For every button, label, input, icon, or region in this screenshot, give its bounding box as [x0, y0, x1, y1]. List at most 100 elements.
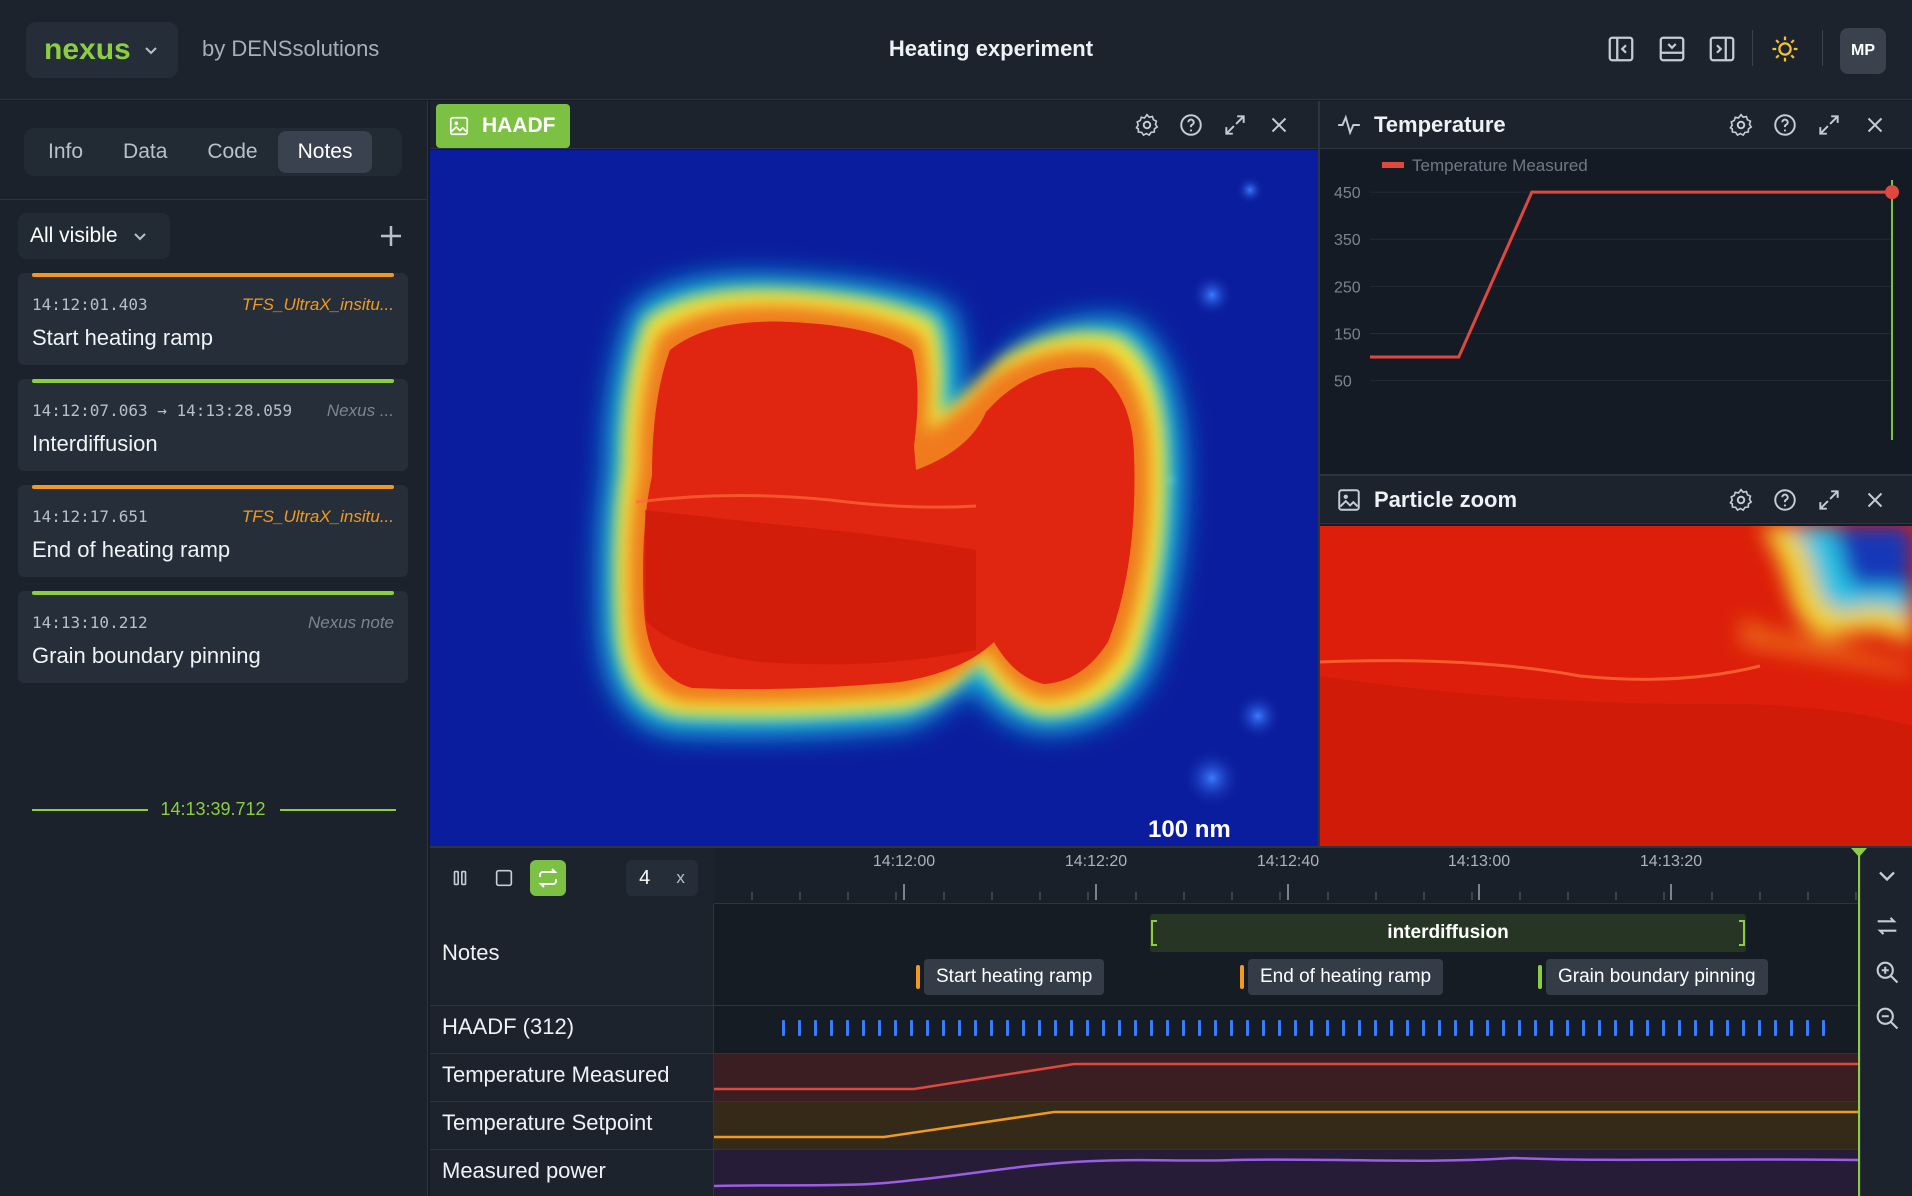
frame-marker: [1310, 1020, 1313, 1036]
note-color-bar: [32, 273, 394, 277]
frame-marker: [1662, 1020, 1665, 1036]
toggle-left-panel-icon[interactable]: [1606, 34, 1636, 64]
interval-interdiffusion[interactable]: interdiffusion: [1150, 914, 1746, 952]
divider: [1752, 30, 1753, 66]
add-note-icon[interactable]: [376, 221, 406, 251]
frame-marker: [958, 1020, 961, 1036]
note-color-bar: [32, 379, 394, 383]
frame-marker: [1006, 1020, 1009, 1036]
note-item[interactable]: 14:13:10.212 Nexus note Grain boundary p…: [18, 591, 408, 683]
tab-code[interactable]: Code: [207, 140, 258, 163]
playback-speed-input[interactable]: 4 x: [626, 860, 698, 896]
swap-icon[interactable]: [1873, 912, 1901, 940]
tick-label: 14:13:20: [1640, 853, 1702, 870]
tick-label: 14:12:00: [873, 853, 935, 870]
frame-marker: [1294, 1020, 1297, 1036]
sidebar: Info Data Code Notes All visible 14:12:0…: [0, 101, 428, 1196]
frame-marker: [1182, 1020, 1185, 1036]
frame-marker: [1086, 1020, 1089, 1036]
note-color-bar: [32, 591, 394, 595]
frame-marker: [1070, 1020, 1073, 1036]
note-title: Start heating ramp: [32, 325, 213, 350]
tick-label: 14:12:20: [1065, 853, 1127, 870]
settings-icon[interactable]: [1728, 112, 1754, 138]
tab-data[interactable]: Data: [123, 140, 168, 163]
note-source: TFS_UltraX_insitu...: [241, 507, 394, 526]
note-item[interactable]: 14:12:17.651 TFS_UltraX_insitu... End of…: [18, 485, 408, 577]
track-band: [714, 1150, 1860, 1196]
zoom-in-icon[interactable]: [1873, 958, 1901, 986]
loop-toggle[interactable]: [530, 860, 566, 896]
scale-bar-label: 100 nm: [1148, 816, 1231, 843]
frame-marker: [1038, 1020, 1041, 1036]
particle-zoom-image[interactable]: [1320, 526, 1912, 846]
visibility-filter-dropdown[interactable]: All visible: [18, 213, 170, 259]
panel-divider: [1320, 474, 1912, 476]
close-icon[interactable]: [1266, 112, 1292, 138]
close-icon[interactable]: [1862, 487, 1888, 513]
frame-marker: [846, 1020, 849, 1036]
page-title: Heating experiment: [888, 36, 1094, 61]
settings-icon[interactable]: [1134, 112, 1160, 138]
timeline-tracks[interactable]: [714, 904, 1860, 1196]
frame-marker: [1742, 1020, 1745, 1036]
note-chip-grain-boundary-pinning[interactable]: Grain boundary pinning: [1538, 959, 1768, 995]
frame-marker: [1726, 1020, 1729, 1036]
track-band: [714, 1102, 1860, 1149]
settings-icon[interactable]: [1728, 487, 1754, 513]
frame-marker: [1390, 1020, 1393, 1036]
frame-marker: [830, 1020, 833, 1036]
note-chip-end-of-heating-ramp[interactable]: End of heating ramp: [1240, 959, 1444, 995]
sun-icon[interactable]: [1770, 34, 1800, 64]
frame-marker: [1406, 1020, 1409, 1036]
expand-icon[interactable]: [1816, 112, 1842, 138]
frame-marker: [1422, 1020, 1425, 1036]
stop-button[interactable]: [486, 860, 522, 896]
row-label-notes: Notes: [442, 940, 500, 965]
note-marker: [1538, 965, 1542, 989]
frame-marker: [1278, 1020, 1281, 1036]
interval-label: interdiffusion: [1387, 922, 1509, 943]
chevron-down-icon[interactable]: [1873, 862, 1901, 890]
help-icon[interactable]: [1772, 487, 1798, 513]
frame-marker: [1646, 1020, 1649, 1036]
image-icon: [1338, 489, 1360, 511]
frame-marker: [798, 1020, 801, 1036]
tab-info[interactable]: Info: [48, 140, 84, 163]
timeline-axis[interactable]: 14:12:00 14:12:20 14:12:40 14:13:00 14:13:20: [714, 848, 1860, 904]
timeline-playhead[interactable]: [1858, 850, 1860, 1196]
speed-value: 4: [639, 866, 651, 889]
temperature-chart[interactable]: Temperature Measured 50 150 250 350 450: [1320, 150, 1912, 474]
note-source: Nexus ...: [326, 401, 394, 420]
note-item[interactable]: 14:12:01.403 TFS_UltraX_insitu... Start …: [18, 273, 408, 365]
row-label-temperature-measured: Temperature Measured: [442, 1062, 670, 1087]
avatar[interactable]: MP: [1840, 28, 1886, 74]
toggle-bottom-panel-icon[interactable]: [1657, 34, 1687, 64]
haadf-tab[interactable]: HAADF: [436, 104, 570, 148]
close-icon[interactable]: [1862, 112, 1888, 138]
tab-notes[interactable]: Notes: [277, 131, 373, 173]
filter-label: All visible: [30, 224, 118, 247]
frame-marker: [1198, 1020, 1201, 1036]
expand-icon[interactable]: [1816, 487, 1842, 513]
note-item[interactable]: 14:12:07.063 → 14:13:28.059 Nexus ... In…: [18, 379, 408, 471]
zoom-out-icon[interactable]: [1873, 1004, 1901, 1032]
pause-icon: [453, 870, 467, 886]
frame-marker: [1678, 1020, 1681, 1036]
help-icon[interactable]: [1178, 112, 1204, 138]
toggle-right-panel-icon[interactable]: [1707, 34, 1737, 64]
sidebar-tabs: Info Data Code Notes: [24, 128, 402, 176]
frame-marker: [1118, 1020, 1121, 1036]
haadf-image[interactable]: [430, 150, 1318, 846]
app-switcher[interactable]: nexus: [26, 22, 178, 78]
frame-marker: [1134, 1020, 1137, 1036]
legend-label: Temperature Measured: [1412, 156, 1588, 175]
note-chip-start-heating-ramp[interactable]: Start heating ramp: [916, 959, 1105, 995]
vendor-label: by DENSsolutions: [202, 36, 380, 61]
expand-icon[interactable]: [1222, 112, 1248, 138]
frame-marker: [1326, 1020, 1329, 1036]
help-icon[interactable]: [1772, 112, 1798, 138]
pause-button[interactable]: [442, 860, 478, 896]
frame-marker: [1694, 1020, 1697, 1036]
row-label-measured-power: Measured power: [442, 1158, 606, 1183]
